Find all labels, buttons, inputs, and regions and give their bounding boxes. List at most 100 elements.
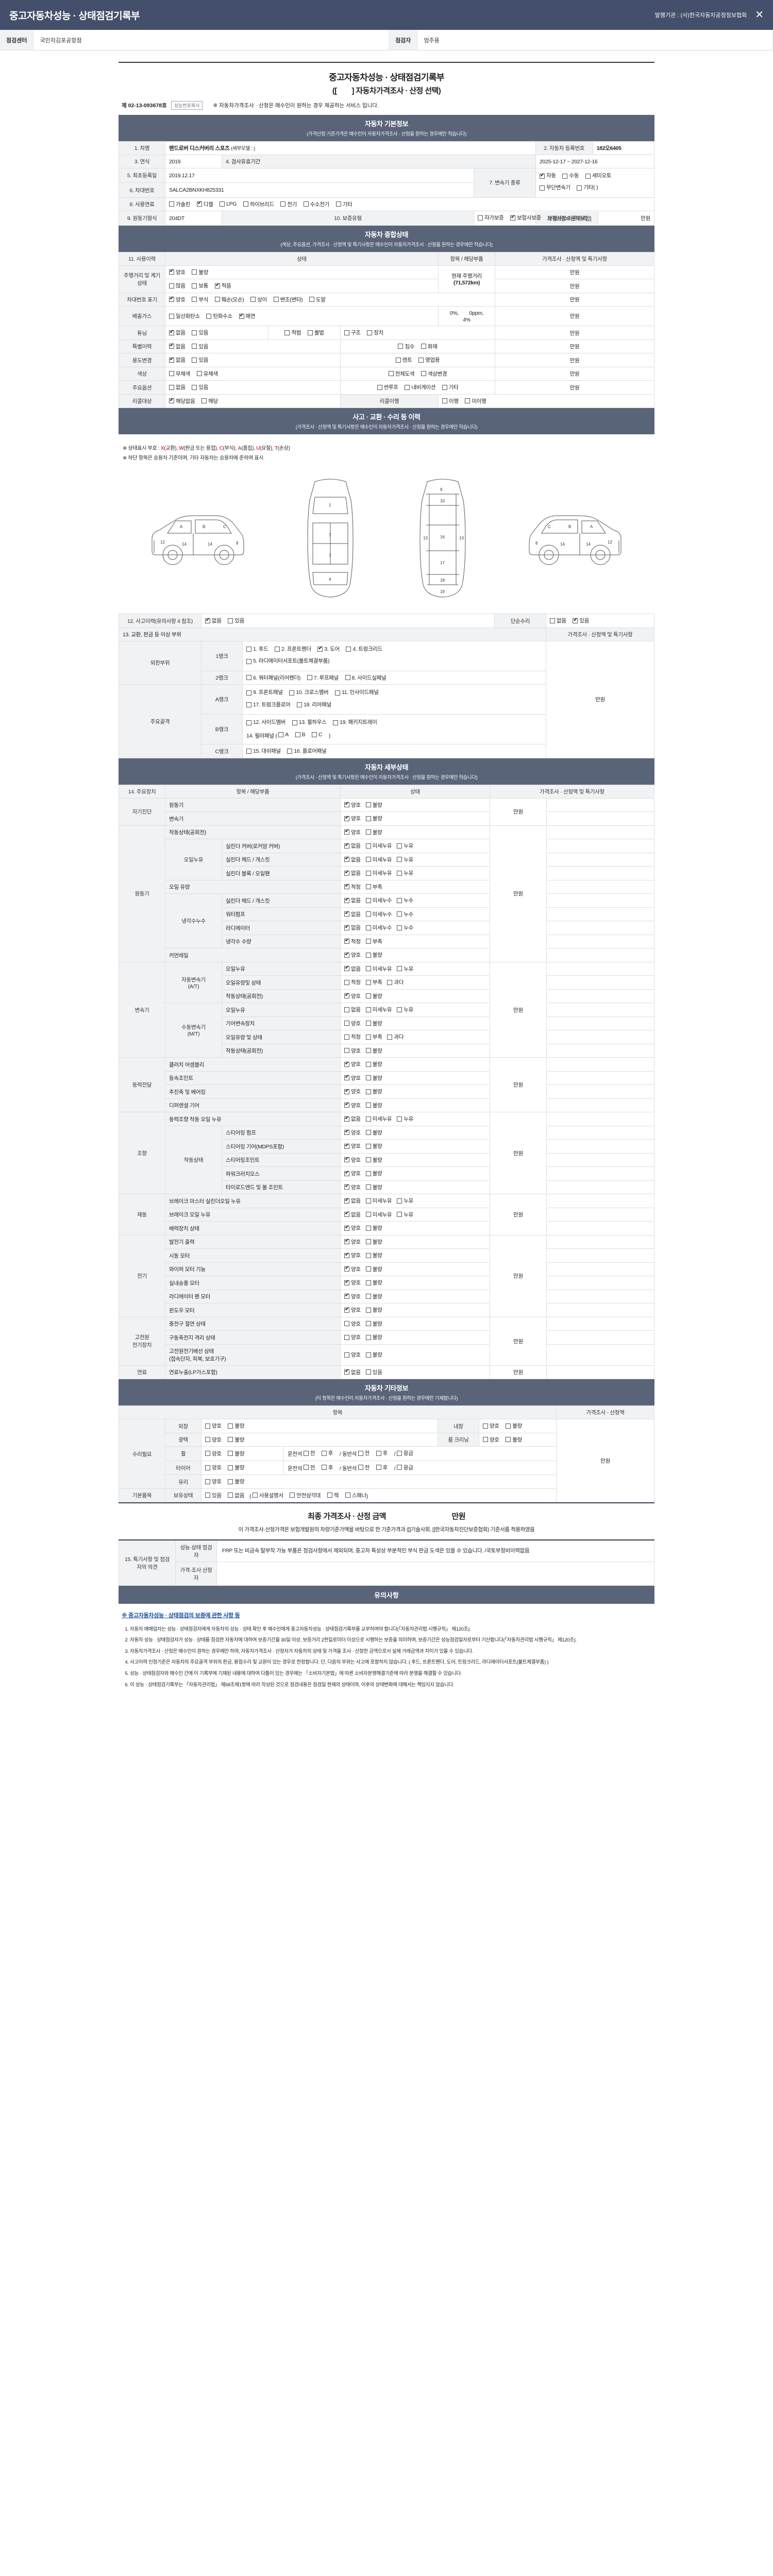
tuning-option[interactable]: 없음 [169, 329, 186, 336]
state-option[interactable]: 누수 [397, 896, 413, 904]
frame-option[interactable]: 19. 패키지트레이 [333, 717, 377, 728]
accident-option[interactable]: 있음 [228, 617, 244, 624]
special-type-option[interactable]: 화재 [421, 343, 438, 350]
pillar-option-a[interactable]: A [278, 730, 289, 740]
vin-option[interactable]: 부식 [192, 296, 208, 303]
checkbox-icon[interactable] [311, 732, 317, 738]
state-option[interactable]: 불량 [365, 1088, 382, 1095]
option-navigation[interactable]: 내비게이션 [405, 383, 435, 391]
state-option[interactable]: 적정 [344, 978, 361, 986]
recall-done-option[interactable]: 이행 [442, 397, 459, 405]
simple-repair-option[interactable]: 있음 [573, 617, 589, 624]
interior-option[interactable]: 양호 [482, 1422, 499, 1430]
checkbox-icon[interactable] [365, 1143, 371, 1149]
checkbox-icon[interactable] [365, 966, 371, 972]
tire-passenger-rear[interactable]: 후 [376, 1464, 388, 1471]
checkbox-icon[interactable] [344, 815, 350, 821]
checkbox-icon[interactable] [365, 993, 371, 999]
checkbox-icon[interactable] [365, 829, 371, 835]
transmission-option[interactable]: 수동 [562, 171, 579, 181]
state-option[interactable]: 불량 [365, 1265, 382, 1273]
state-option[interactable]: 부족 [365, 978, 382, 986]
polish-option[interactable]: 양호 [205, 1436, 222, 1444]
checkbox-icon[interactable] [303, 1450, 309, 1456]
state-option[interactable]: 불량 [365, 815, 382, 822]
checkbox-icon[interactable] [365, 1252, 371, 1258]
checkbox-icon[interactable] [365, 1307, 371, 1313]
checkbox-icon[interactable] [365, 1075, 371, 1081]
checkbox-icon[interactable] [550, 618, 555, 623]
frame-option[interactable]: 12. 사이드멤버 [246, 717, 285, 728]
checkbox-icon[interactable] [344, 1088, 350, 1094]
panel-option[interactable]: 2. 프론트펜더 [275, 644, 311, 655]
checkbox-icon[interactable] [377, 384, 382, 390]
checkbox-icon[interactable] [365, 897, 371, 903]
item-jack[interactable]: 잭 [327, 1492, 339, 1499]
checkbox-icon[interactable] [344, 1007, 350, 1012]
checkbox-icon[interactable] [344, 1252, 350, 1258]
checkbox-icon[interactable] [365, 1089, 371, 1094]
checkbox-icon[interactable] [365, 911, 371, 917]
checkbox-icon[interactable] [365, 802, 371, 808]
checkbox-icon[interactable] [344, 1334, 350, 1340]
checkbox-icon[interactable] [205, 1451, 210, 1456]
checkbox-icon[interactable] [169, 343, 174, 349]
state-option[interactable]: 불량 [365, 1170, 382, 1177]
checkbox-icon[interactable] [321, 1450, 327, 1456]
checkbox-icon[interactable] [205, 1437, 210, 1443]
state-option[interactable]: 양호 [344, 828, 361, 836]
state-option[interactable]: 불량 [365, 1224, 382, 1232]
checkbox-icon[interactable] [397, 1007, 402, 1012]
use-change-option[interactable]: 없음 [169, 356, 186, 364]
state-option[interactable]: 없음 [344, 856, 361, 863]
simple-repair-option[interactable]: 없음 [550, 617, 566, 624]
color-option[interactable]: 무채색 [169, 370, 190, 378]
checkbox-icon[interactable] [442, 398, 448, 404]
checkbox-icon[interactable] [365, 1369, 371, 1375]
tire-driver-front[interactable]: 전 [303, 1464, 315, 1471]
checkbox-icon[interactable] [192, 330, 197, 335]
checkbox-icon[interactable] [196, 200, 202, 207]
state-option[interactable]: 미세누유 [365, 842, 392, 850]
checkbox-icon[interactable] [280, 201, 286, 207]
checkbox-icon[interactable] [344, 910, 350, 917]
checkbox-icon[interactable] [278, 732, 284, 738]
checkbox-icon[interactable] [228, 1451, 233, 1456]
state-option[interactable]: 없음 [344, 1197, 361, 1205]
checkbox-icon[interactable] [365, 884, 371, 890]
checkbox-icon[interactable] [250, 297, 256, 302]
copy-number-button[interactable]: 성능번호복사 [171, 101, 203, 110]
checkbox-icon[interactable] [169, 329, 174, 335]
checkbox-icon[interactable] [365, 1034, 371, 1040]
state-option[interactable]: 없음 [344, 924, 361, 931]
checkbox-icon[interactable] [205, 1423, 210, 1429]
checkbox-icon[interactable] [585, 173, 591, 179]
mileage-option[interactable]: 양호 [169, 268, 186, 276]
transmission-option[interactable]: 기타( ) [577, 183, 598, 193]
checkbox-icon[interactable] [540, 185, 545, 191]
state-option[interactable]: 없음 [344, 896, 361, 904]
checkbox-icon[interactable] [345, 675, 350, 681]
checkbox-icon[interactable] [365, 925, 371, 930]
checkbox-icon[interactable] [365, 1294, 371, 1299]
checkbox-icon[interactable] [344, 1368, 350, 1375]
state-option[interactable]: 불량 [365, 1351, 382, 1359]
checkbox-icon[interactable] [228, 1423, 233, 1429]
fuel-option[interactable]: 전기 [280, 200, 297, 208]
panel-option[interactable]: 1. 후드 [246, 644, 268, 655]
state-option[interactable]: 양호 [344, 1238, 361, 1246]
checkbox-icon[interactable] [287, 748, 293, 754]
state-option[interactable]: 양호 [344, 1333, 361, 1341]
checkbox-icon[interactable] [228, 1479, 233, 1484]
checkbox-icon[interactable] [365, 1321, 371, 1327]
fuel-option[interactable]: 수소전기 [303, 200, 329, 208]
room-cleaning-option[interactable]: 양호 [482, 1436, 499, 1444]
state-option[interactable]: 없음 [344, 965, 361, 973]
vin-option[interactable]: 양호 [169, 296, 186, 303]
mileage-option[interactable]: 불량 [192, 268, 208, 276]
checkbox-icon[interactable] [344, 1265, 350, 1272]
glass-option[interactable]: 양호 [205, 1478, 222, 1485]
use-change-type-option[interactable]: 렌트 [395, 356, 412, 364]
checkbox-icon[interactable] [333, 720, 339, 725]
state-option[interactable]: 미세누유 [365, 1197, 392, 1205]
